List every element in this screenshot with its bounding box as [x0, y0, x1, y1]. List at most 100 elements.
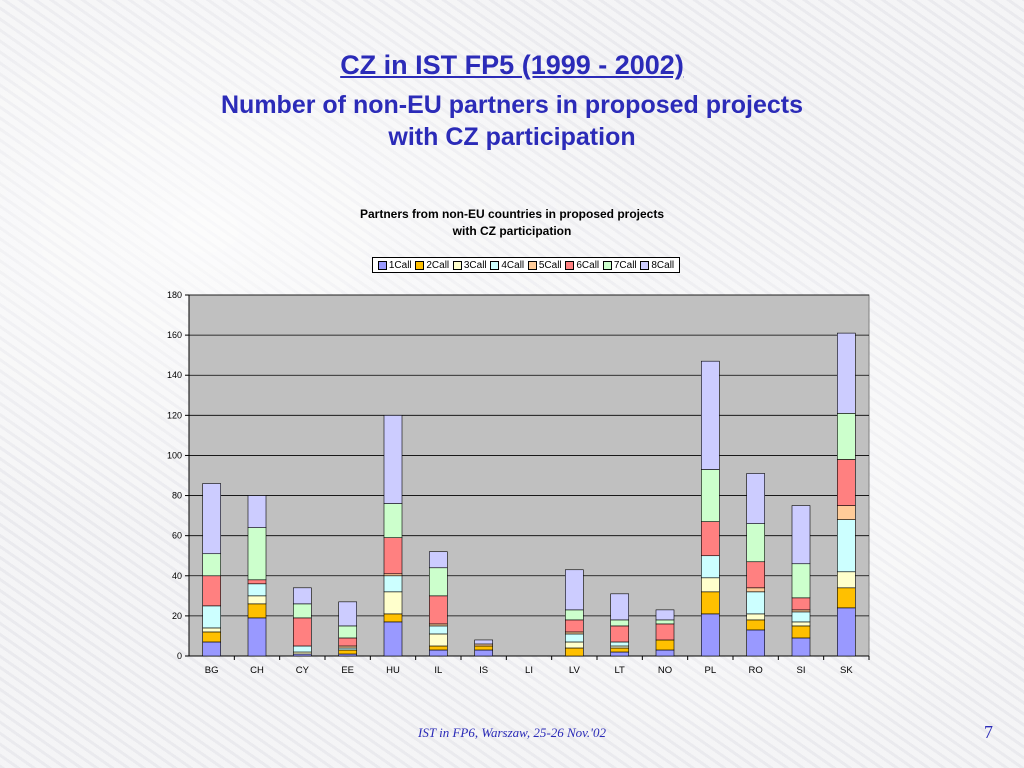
bar-segment [701, 613, 720, 657]
x-tick-label: SK [840, 665, 853, 676]
x-tick-label: IL [434, 665, 442, 676]
x-tick-label: LV [569, 665, 581, 676]
legend-label: 3Call [463, 259, 487, 271]
bar-segment [202, 575, 221, 607]
bar-segment [293, 645, 312, 653]
bar-segment [655, 623, 675, 641]
y-tick-label: 0 [177, 651, 182, 661]
bar-segment [247, 495, 267, 528]
bar-segment [837, 607, 856, 657]
bar-segment [202, 605, 221, 629]
bar-segment [474, 645, 493, 651]
chart-legend: 1Call 2Call 3Call 4Call 5Call 6Call 7Call 8Call [372, 257, 680, 273]
bar-segment [565, 641, 584, 649]
bar-segment [565, 647, 584, 657]
bar-segment [202, 553, 221, 577]
bar-segment [791, 621, 811, 627]
legend-label: 5Call [538, 259, 562, 271]
bar-segment [746, 473, 765, 524]
bar-segment [383, 537, 403, 575]
bar-segment [837, 505, 856, 520]
bar-segment [610, 651, 629, 657]
bar-segment [791, 609, 811, 613]
chart-title-line1: Partners from non-EU countries in propos… [359, 207, 665, 221]
bar-segment [383, 573, 403, 577]
x-tick-label: CH [250, 665, 264, 676]
bar-segment [247, 527, 267, 581]
legend-swatch [452, 260, 462, 270]
y-tick-label: 40 [172, 571, 182, 581]
bar-segment [746, 561, 765, 589]
bar-segment [383, 503, 403, 538]
bar-segment [247, 617, 267, 657]
bar-segment [701, 591, 720, 615]
legend-label: 7Call [613, 259, 637, 271]
bar-segment [293, 651, 312, 655]
legend-label: 4Call [501, 259, 525, 271]
legend-swatch [565, 260, 575, 270]
y-tick-label: 20 [172, 611, 182, 621]
bar-segment [610, 625, 629, 643]
bar-segment [791, 625, 811, 639]
legend-label: 1Call [388, 259, 412, 271]
y-tick-label: 180 [167, 290, 182, 300]
x-tick-label: EE [341, 665, 354, 676]
bar-segment [474, 639, 493, 645]
bar-segment [791, 563, 811, 599]
legend-item: 3Call [452, 259, 487, 271]
y-tick-label: 100 [167, 450, 182, 460]
bar-segment [338, 625, 357, 639]
bar-segment [610, 641, 629, 647]
bar-segment [746, 629, 765, 657]
bar-segment [429, 633, 448, 647]
legend-item: 6Call [565, 260, 599, 271]
bar-segment [474, 649, 493, 657]
legend-label: 2Call [426, 259, 450, 271]
bar-segment [338, 601, 357, 627]
bar-segment [383, 575, 403, 593]
bar-segment [338, 653, 357, 657]
bar-segment [655, 609, 675, 621]
bar-segment [429, 595, 448, 625]
x-tick-label: SI [797, 665, 806, 676]
legend-swatch [602, 260, 612, 270]
bar-segment [338, 649, 357, 655]
bar-segment [655, 639, 675, 651]
bar-segment [746, 587, 765, 593]
bar-segment [565, 633, 584, 643]
bar-segment [837, 332, 856, 414]
bar-segment [383, 591, 403, 615]
bar-segment [791, 637, 811, 657]
legend-swatch [415, 260, 425, 270]
bar-segment [701, 521, 720, 557]
bar-segment [247, 579, 267, 585]
bar-segment [429, 625, 448, 635]
bar-segment [837, 571, 856, 589]
legend-item: 2Call [415, 260, 449, 271]
bar-segment [247, 583, 267, 597]
bar-segment [429, 551, 448, 569]
y-tick-label: 120 [167, 410, 182, 420]
y-tick-label: 80 [172, 491, 182, 501]
bar-segment [383, 613, 403, 623]
bar-segment [202, 641, 221, 657]
bar-segment [746, 523, 765, 563]
page-number: 7 [984, 722, 993, 742]
slide-title: CZ in IST FP5 (1999 - 2002) [340, 50, 684, 80]
bar-segment [247, 603, 267, 619]
bar-segment [655, 619, 675, 625]
bar-segment [429, 567, 448, 597]
bar-segment [837, 413, 856, 460]
legend-swatch [640, 260, 650, 270]
y-tick-label: 60 [172, 531, 182, 541]
legend-item: 5Call [527, 259, 562, 271]
chart-title: Partners from non-EU countries in propos… [0, 206, 1024, 240]
bar-segment [701, 360, 720, 470]
bar-segment [746, 619, 765, 631]
slide-subtitle-line1: Number of non-EU partners in proposed pr… [221, 91, 803, 119]
x-tick-label: BG [205, 665, 219, 676]
bar-segment [474, 643, 493, 647]
bar-segment [429, 623, 448, 627]
legend-swatch [527, 260, 537, 270]
